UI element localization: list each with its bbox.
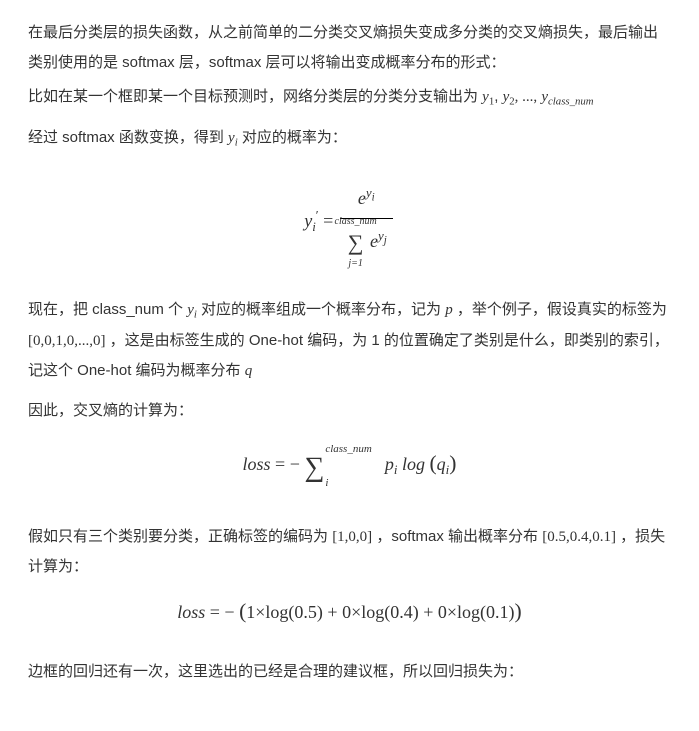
math-onehot: [0,0,1,0,...,0] [28, 333, 106, 349]
f2-qi: q [437, 454, 446, 474]
math-y1-sub: 1 [489, 95, 494, 107]
para-intro: 在最后分类层的损失函数，从之前简单的二分类交叉熵损失变成多分类的交叉熵损失，最后… [28, 18, 671, 78]
f3-t1: 1×log(0.5) [246, 602, 323, 622]
text: 因此，交叉熵的计算为： [28, 402, 193, 419]
formula-loss: loss = − ∑ class_num i pi log (qi) [28, 440, 671, 496]
f2-loss: loss [243, 454, 271, 474]
para-prob-dist: 现在，把 class_num 个 yi 对应的概率组成一个概率分布，记为 p ，… [28, 295, 671, 386]
text: 对应的概率为： [242, 129, 347, 146]
text: ，softmax 输出概率分布 [376, 528, 538, 545]
para-softmax-transform: 经过 softmax 函数变换，得到 yi 对应的概率为： [28, 123, 671, 154]
text: 假如只有三个类别要分类，正确标签的编码为 [28, 528, 328, 545]
para-example: 假如只有三个类别要分类，正确标签的编码为 [1,0,0] ，softmax 输出… [28, 522, 671, 582]
f1-num-exp: yi [366, 185, 375, 200]
para-regression: 边框的回归还有一次，这里选出的已经是合理的建议框，所以回归损失为： [28, 657, 671, 687]
text: 边框的回归还有一次，这里选出的已经是合理的建议框，所以回归损失为： [28, 663, 523, 680]
f2-sigma-bot: i [325, 472, 328, 494]
lparen: ( [429, 451, 436, 475]
math-yn: y [541, 89, 548, 105]
f2-eq: = − [275, 454, 300, 474]
f3-eq: = − [210, 602, 235, 622]
f2-pi: p [385, 454, 394, 474]
math-y1: y [482, 89, 489, 105]
f3-loss: loss [177, 602, 205, 622]
math-p: p [445, 302, 453, 318]
f1-den-e: e [370, 231, 378, 251]
f1-num-e: e [358, 188, 366, 208]
text: 在最后分类层的损失函数，从之前简单的二分类交叉熵损失变成多分类的交叉熵损失，最后… [28, 24, 658, 71]
f2-pi-sub: i [394, 462, 398, 477]
f2-sigma-top: class_num [325, 438, 371, 460]
formula-softmax: yi′ = eyi class_num ∑ j=1 eyj [28, 180, 671, 265]
math-yi: y [228, 130, 235, 146]
f1-den-exp: yj [378, 228, 387, 243]
text: 对应的概率组成一个概率分布，记为 [201, 301, 445, 318]
math-yn-sub: class_num [548, 95, 594, 107]
f1-lhs-sup: ′ [316, 208, 319, 223]
rparen: ) [449, 451, 456, 475]
rparen: ) [515, 599, 522, 623]
sigma-icon: ∑ [304, 452, 324, 483]
f3-t2: + 0×log(0.4) [323, 602, 419, 622]
f1-den: class_num ∑ j=1 eyj [340, 219, 393, 265]
math-q: q [245, 363, 253, 379]
formula-loss-example: loss = − (1×log(0.5) + 0×log(0.4) + 0×lo… [28, 590, 671, 633]
f3-t3: + 0×log(0.1) [419, 602, 515, 622]
math-yi2-sub: i [194, 309, 197, 321]
math-label-vec: [1,0,0] [332, 529, 372, 545]
f1-lhs-var: y [304, 211, 312, 231]
para-crossentropy: 因此，交叉熵的计算为： [28, 396, 671, 426]
math-yi-sub: i [235, 137, 238, 149]
f1-sigma-wrap: class_num ∑ j=1 [346, 221, 366, 265]
para-output-seq: 比如在某一个框即某一个目标预测时，网络分类层的分类分支输出为 y1, y2, .… [28, 82, 671, 113]
text: ，举个例子，假设真实的标签为 [457, 301, 667, 318]
text: 比如在某一个框即某一个目标预测时，网络分类层的分类分支输出为 [28, 88, 482, 105]
text: 经过 softmax 函数变换，得到 [28, 129, 228, 146]
f1-fraction: eyi class_num ∑ j=1 eyj [340, 180, 393, 265]
math-yi2: y [187, 302, 194, 318]
math-prob-vec: [0.5,0.4,0.1] [542, 529, 616, 545]
text: 现在，把 class_num 个 [28, 301, 187, 318]
math-dots: , ..., [515, 89, 538, 105]
f1-sigma-bot: j=1 [348, 254, 363, 274]
f2-log: log [402, 454, 425, 474]
text: ，这是由标签生成的 One-hot 编码，为 1 的位置确定了类别是什么，即类别… [28, 332, 669, 379]
f2-sigma: ∑ class_num i [304, 440, 324, 496]
